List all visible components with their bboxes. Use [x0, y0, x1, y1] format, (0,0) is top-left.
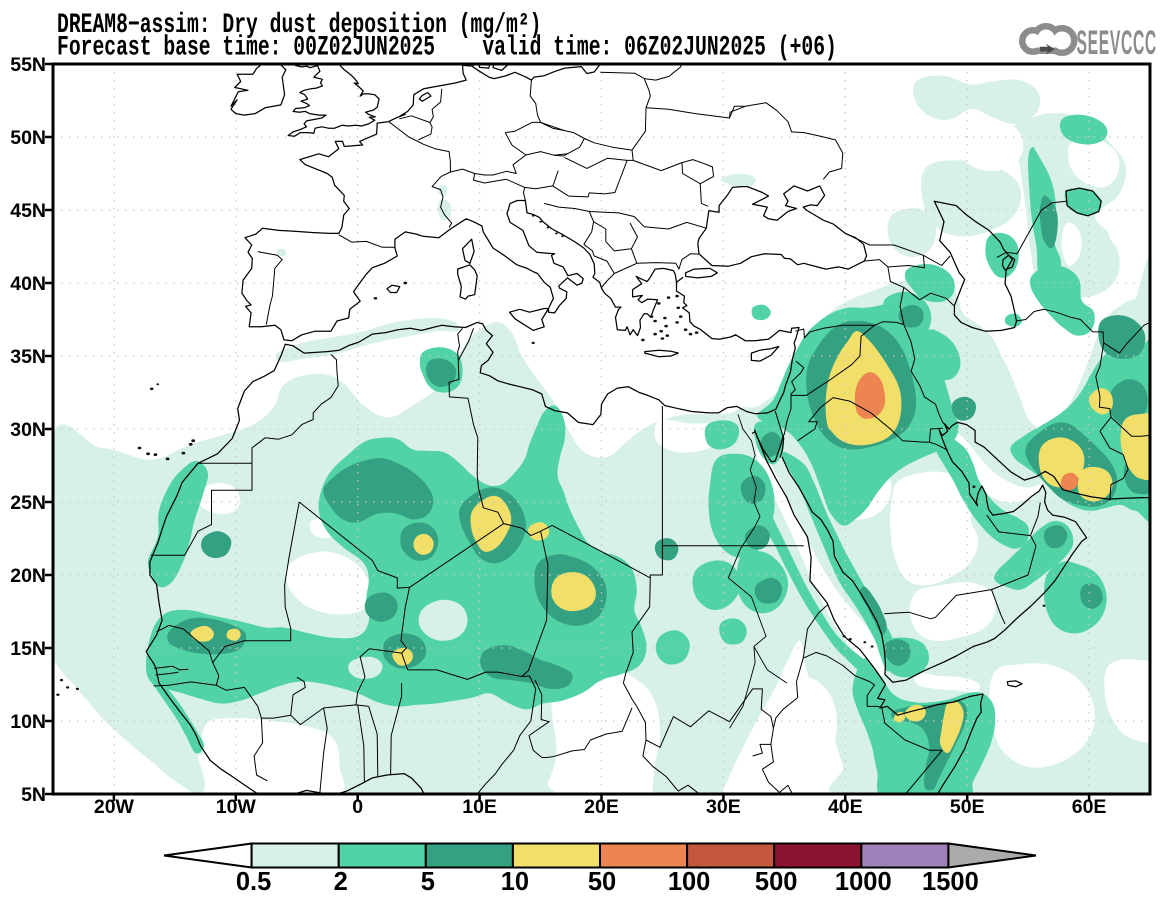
svg-text:10: 10 [501, 868, 529, 896]
svg-text:25N: 25N [10, 492, 46, 514]
svg-text:50E: 50E [950, 796, 985, 818]
svg-text:55N: 55N [10, 54, 46, 76]
svg-text:0.5: 0.5 [236, 868, 271, 896]
svg-text:30E: 30E [706, 796, 741, 818]
svg-text:1000: 1000 [835, 868, 892, 896]
svg-text:60E: 60E [1072, 796, 1107, 818]
svg-text:40N: 40N [10, 273, 46, 295]
svg-text:10N: 10N [10, 711, 46, 733]
svg-text:1500: 1500 [922, 868, 979, 896]
svg-text:10W: 10W [216, 796, 257, 818]
svg-text:50N: 50N [10, 127, 46, 149]
svg-text:15N: 15N [10, 638, 46, 660]
svg-text:Forecast base time: 00Z02JUN20: Forecast base time: 00Z02JUN2025 valid t… [57, 33, 837, 64]
svg-text:45N: 45N [10, 200, 46, 222]
svg-text:30N: 30N [10, 419, 46, 441]
svg-text:500: 500 [755, 868, 798, 896]
svg-text:DREAM8−assim: Dry dust deposit: DREAM8−assim: Dry dust deposition (mg/m²… [57, 10, 541, 41]
svg-text:10E: 10E [462, 796, 497, 818]
svg-text:35N: 35N [10, 346, 46, 368]
svg-text:SEEVCCC: SEEVCCC [1077, 23, 1157, 62]
svg-text:20N: 20N [10, 565, 46, 587]
svg-text:50: 50 [588, 868, 616, 896]
svg-text:0: 0 [352, 796, 363, 818]
svg-text:100: 100 [668, 868, 711, 896]
svg-text:20W: 20W [94, 796, 135, 818]
svg-text:5N: 5N [21, 784, 46, 806]
svg-text:20E: 20E [584, 796, 619, 818]
svg-text:2: 2 [334, 868, 348, 896]
svg-text:5: 5 [421, 868, 435, 896]
svg-text:40E: 40E [828, 796, 863, 818]
